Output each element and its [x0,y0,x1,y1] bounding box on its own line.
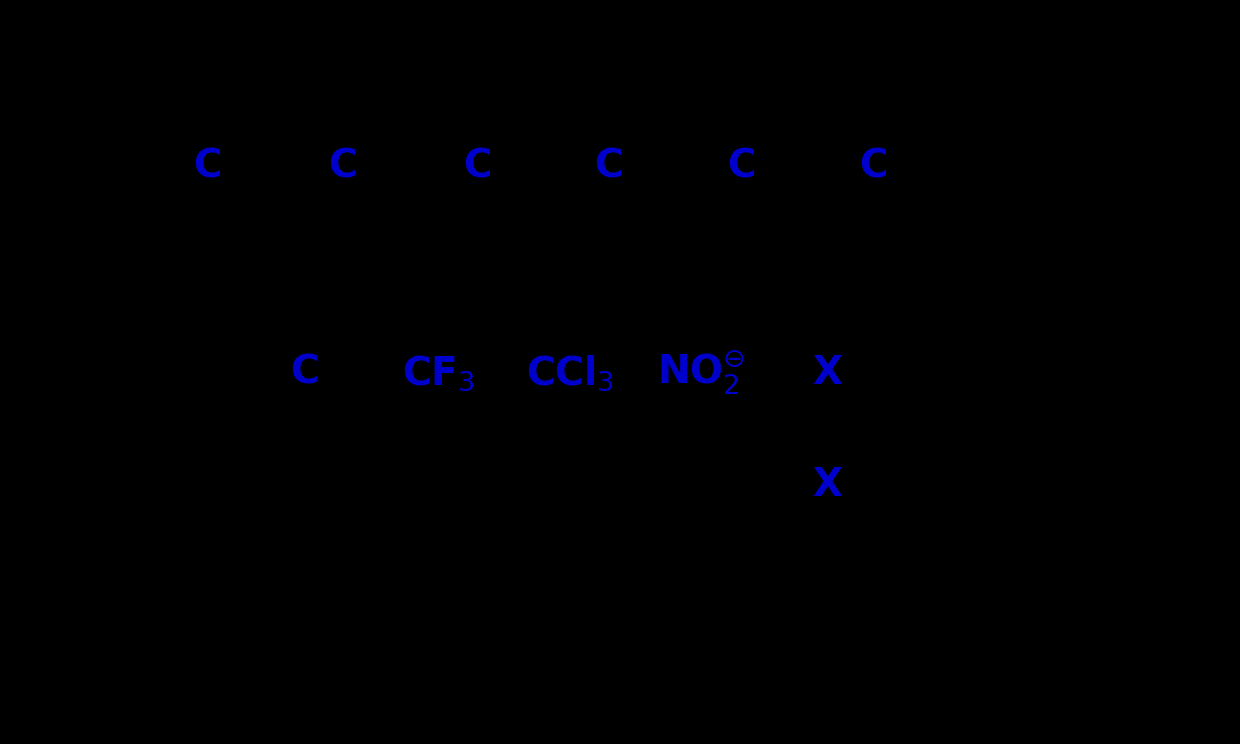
Text: C: C [290,354,319,392]
Text: C: C [859,147,888,185]
Text: C: C [329,147,357,185]
Text: C: C [727,147,755,185]
Text: CCl$_3$: CCl$_3$ [526,353,614,393]
Text: CF$_3$: CF$_3$ [402,353,475,393]
Text: X: X [812,354,843,392]
Text: C: C [594,147,622,185]
Text: C: C [463,147,491,185]
Text: C: C [193,147,222,185]
Text: NO$_2^{⊖}$: NO$_2^{⊖}$ [657,349,745,397]
Text: X: X [812,466,843,504]
